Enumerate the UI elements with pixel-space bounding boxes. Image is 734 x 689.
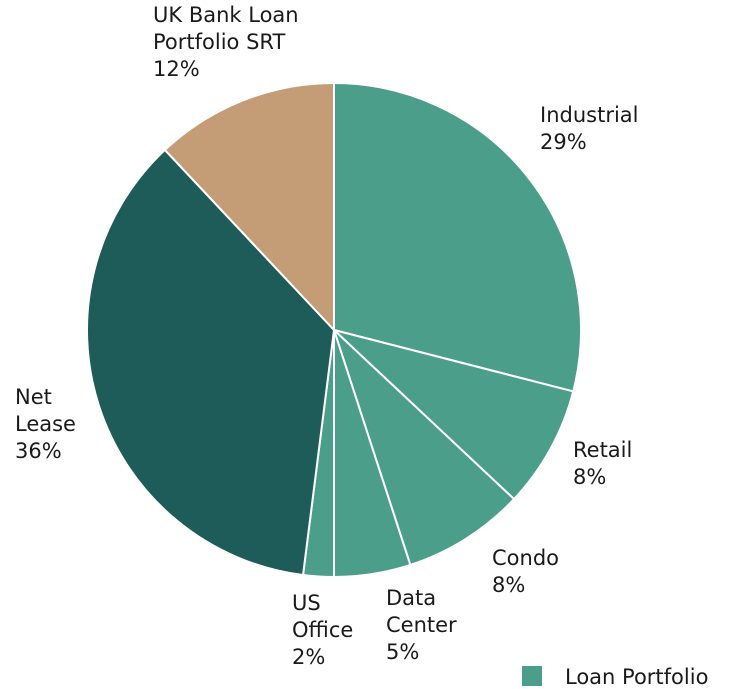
- category-label: Industrial: [540, 103, 639, 127]
- pie-slice: [333, 81, 582, 393]
- legend-swatch: [522, 666, 542, 686]
- value-label: 36%: [15, 439, 62, 463]
- pie-slice: [86, 148, 336, 577]
- value-label: 5%: [386, 640, 419, 664]
- category-label: US Office: [292, 591, 353, 642]
- category-label: Retail: [573, 438, 632, 462]
- category-line: Data: [386, 586, 436, 610]
- value-label: 8%: [573, 465, 606, 489]
- category-line: Industrial: [540, 103, 639, 127]
- pie-slice: [333, 329, 575, 501]
- slice-label: US Office 2%: [292, 591, 353, 669]
- value-label: 12%: [153, 57, 200, 81]
- legend-label: Loan Portfolio: [565, 665, 708, 689]
- slice-label: Industrial 29%: [540, 103, 639, 154]
- category-line: Office: [292, 618, 353, 642]
- slice-label: UK Bank Loan Portfolio SRT 12%: [153, 3, 299, 81]
- category-label: Net Lease: [15, 385, 76, 436]
- category-line: Portfolio SRT: [153, 30, 285, 54]
- value-label: 29%: [540, 130, 587, 154]
- slice-label: Data Center 5%: [386, 586, 457, 664]
- category-label: Condo: [492, 546, 559, 570]
- value-label: 2%: [292, 645, 325, 669]
- slice-label: Retail 8%: [573, 438, 632, 489]
- category-line: US: [292, 591, 321, 615]
- category-label: Data Center: [386, 586, 457, 637]
- slice-label: Net Lease 36%: [15, 385, 76, 463]
- category-label: UK Bank Loan Portfolio SRT: [153, 3, 299, 54]
- slice-label: Condo 8%: [492, 546, 559, 597]
- category-line: Net: [15, 385, 52, 409]
- category-line: Lease: [15, 412, 76, 436]
- category-line: Center: [386, 613, 457, 637]
- category-line: Condo: [492, 546, 559, 570]
- category-line: UK Bank Loan: [153, 3, 299, 27]
- pie-slice: [333, 329, 516, 567]
- category-line: Retail: [573, 438, 632, 462]
- pie-slice: [163, 81, 335, 333]
- value-label: 8%: [492, 573, 525, 597]
